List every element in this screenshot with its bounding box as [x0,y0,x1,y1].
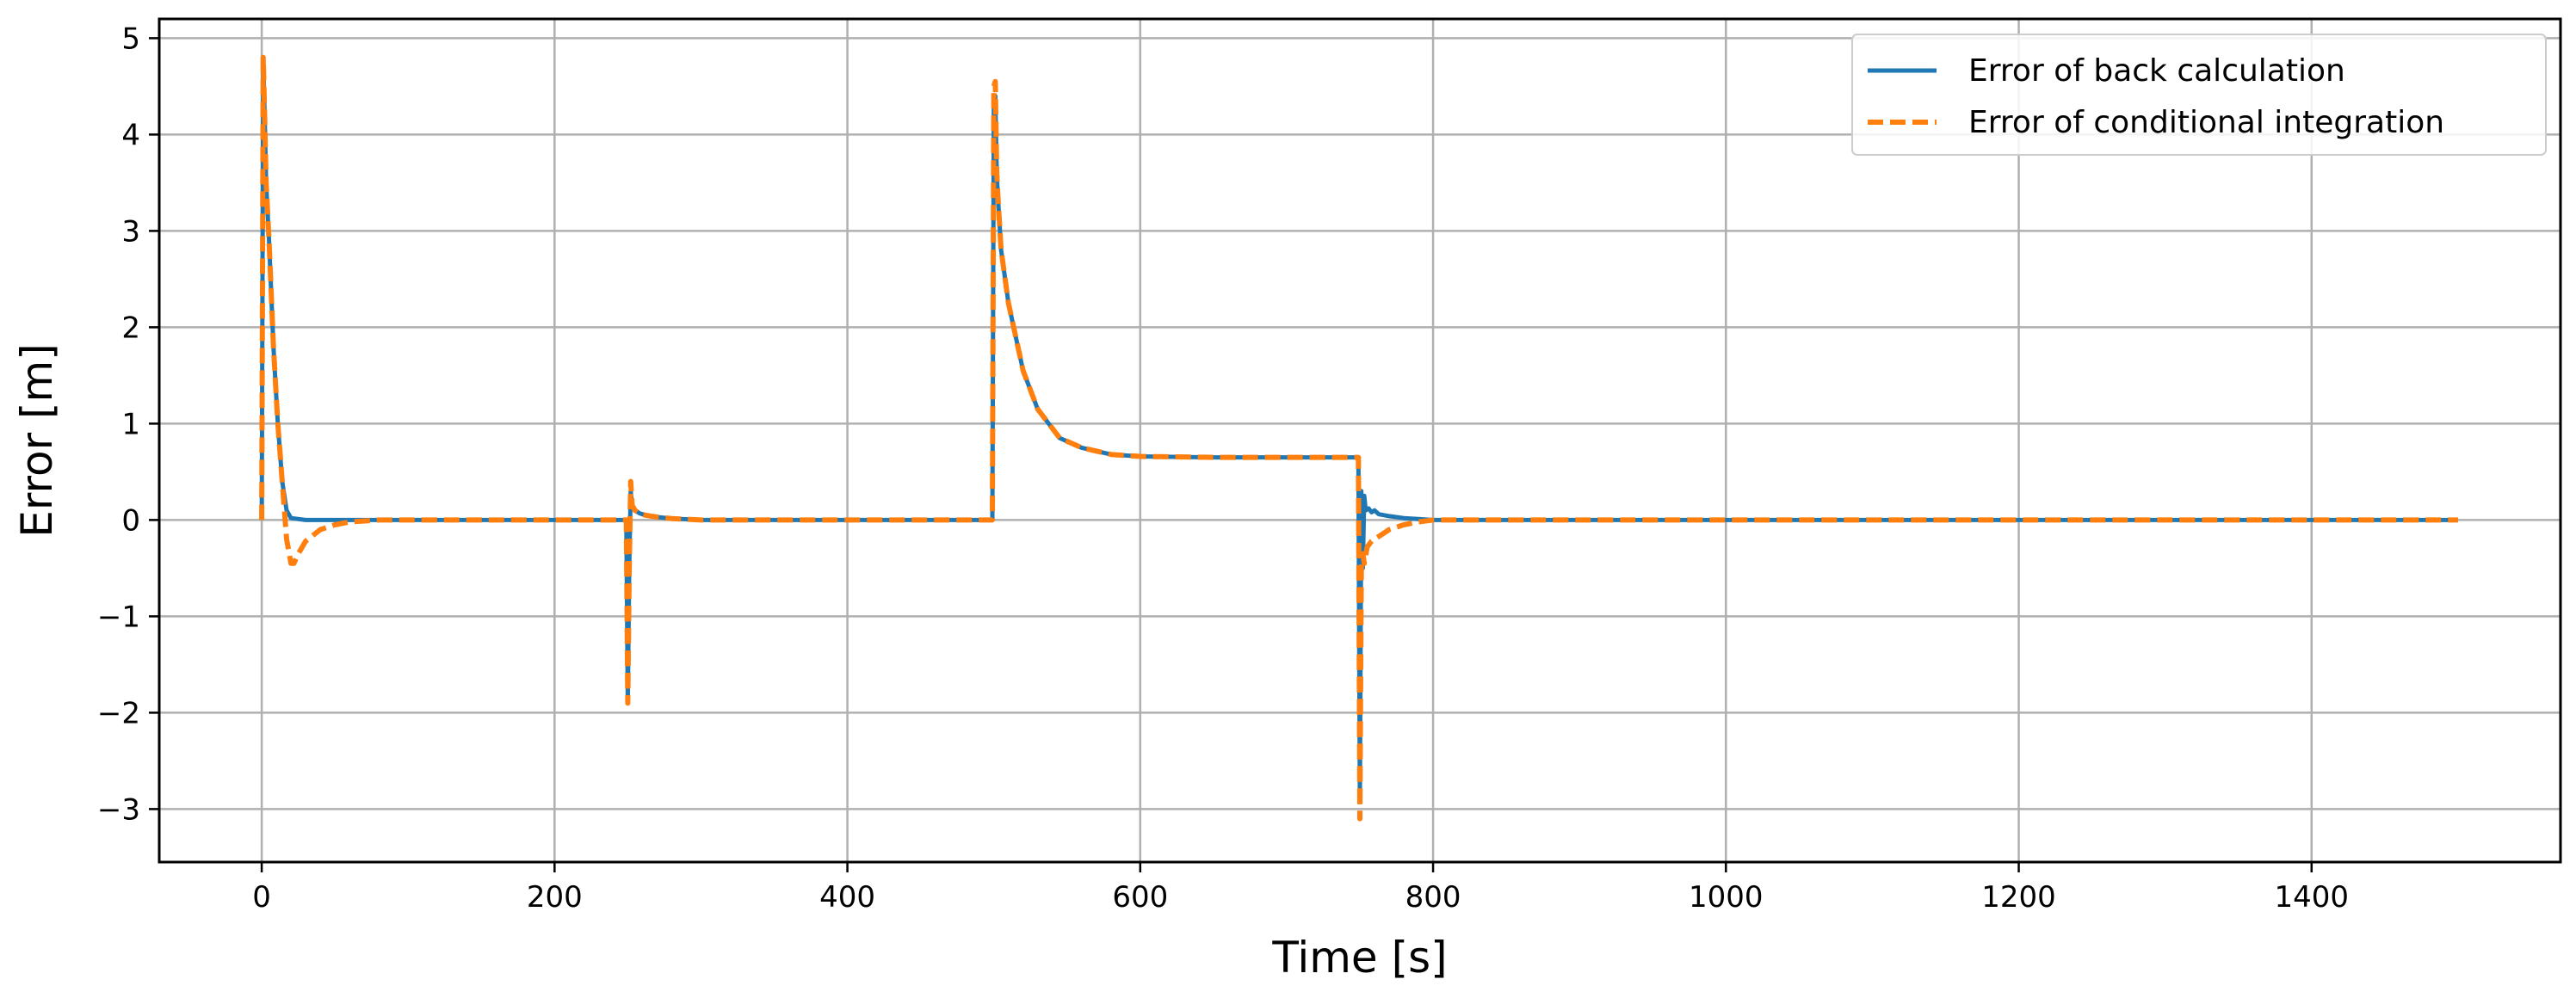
x-tick-label: 600 [1112,880,1168,915]
series-line-conditional-integration [259,54,2458,822]
y-tick-label: −3 [97,792,140,827]
y-tick-label: 4 [121,118,140,152]
y-tick-label: 3 [121,214,140,249]
y-tick-label: 2 [121,311,140,345]
y-axis-label: Error [m] [12,343,62,538]
x-tick-label: 0 [252,880,271,915]
y-tick-label: −2 [97,696,140,730]
plot-frame [158,17,2562,864]
series-layer [259,54,2458,822]
x-tick-label: 1200 [1981,880,2056,915]
y-tick-label: 5 [121,22,140,56]
legend-label-conditional-integration: Error of conditional integration [1968,105,2444,140]
x-tick-label: 200 [527,880,583,915]
x-tick-label: 1400 [2275,880,2350,915]
legend-box [1851,34,2547,156]
y-tick-label: 1 [121,407,140,441]
x-tick-label: 1000 [1689,880,1764,915]
legend-label-back-calculation: Error of back calculation [1968,53,2345,89]
x-tick-label: 400 [819,880,875,915]
y-tick-label: −1 [97,600,140,634]
y-tick-label: 0 [121,503,140,538]
tick-marks [149,37,2313,872]
x-tick-label: 800 [1405,880,1461,915]
tick-labels: 0 200 400 600 800 1000 1200 1400 −3 −2 −1 0 1 2 3 4 5 [97,22,2349,915]
x-axis-label: Time [s] [1271,933,1447,983]
legend: Error of back calculation Error of condi… [1851,34,2547,156]
